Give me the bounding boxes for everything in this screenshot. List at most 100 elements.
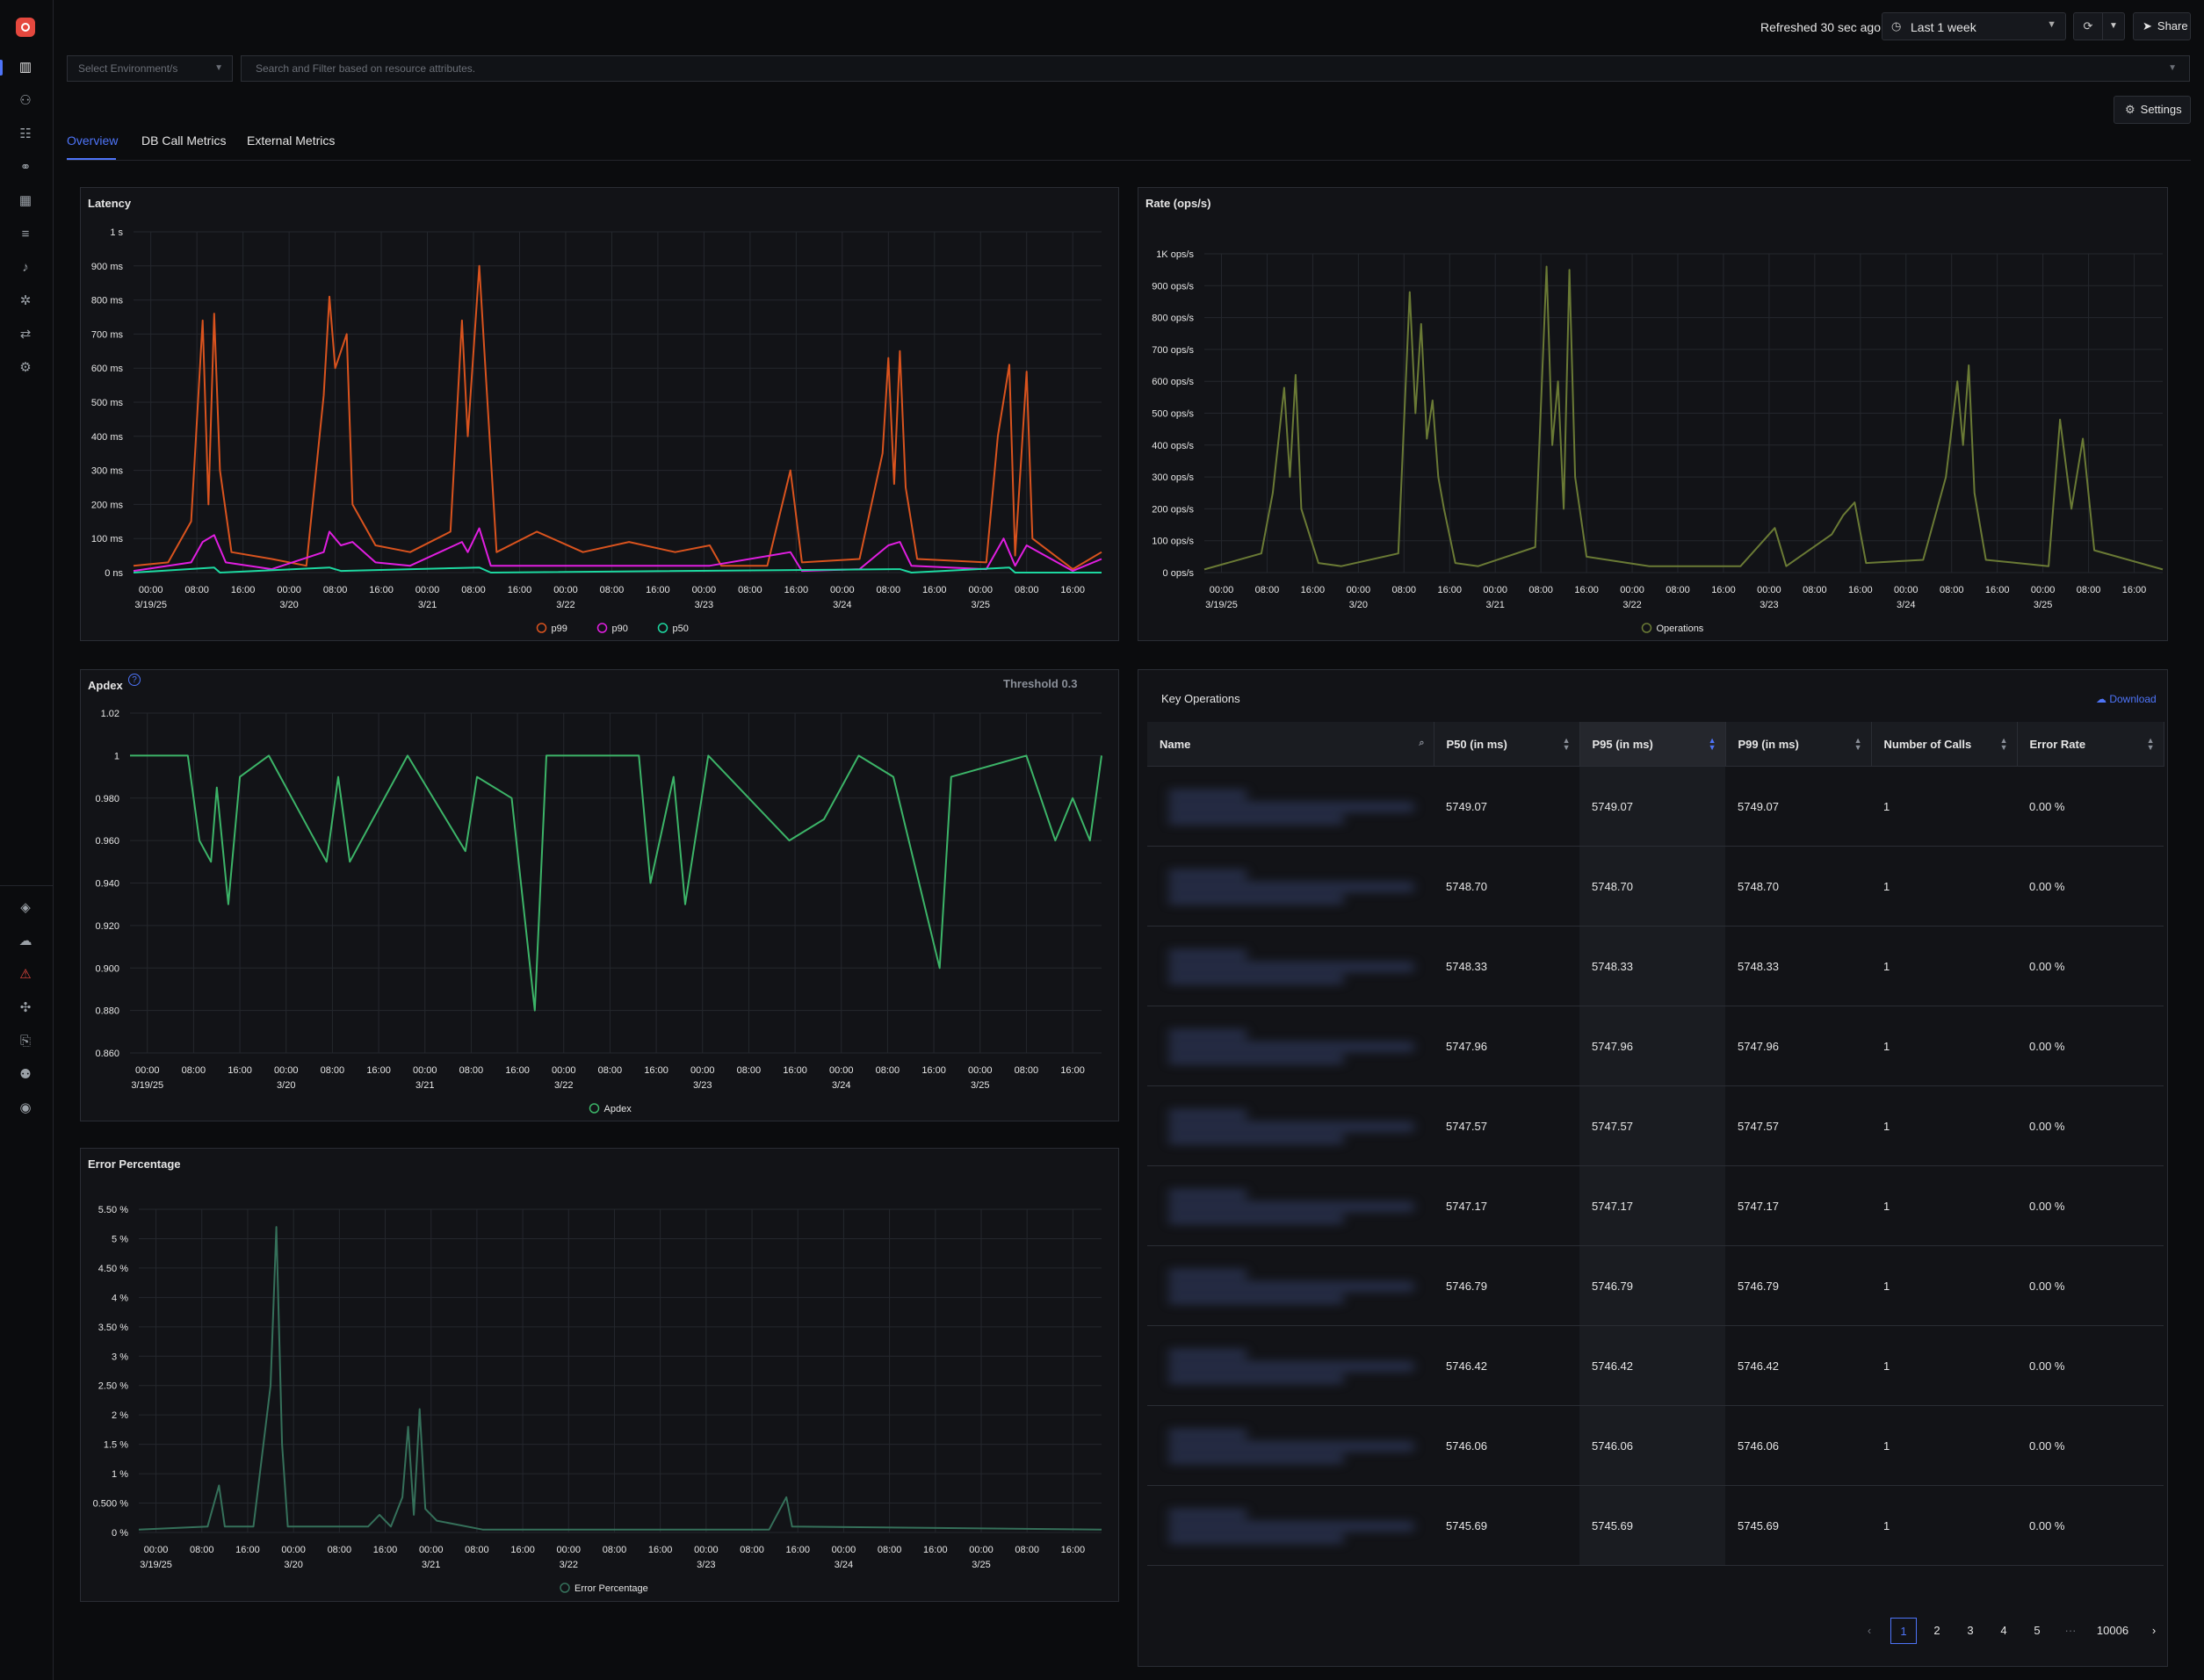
table-row[interactable]: 5747.96 5747.96 5747.96 1 0.00 % — [1147, 1006, 2164, 1086]
tab-db-call-metrics[interactable]: DB Call Metrics — [141, 133, 227, 148]
operation-name-cell[interactable] — [1147, 1006, 1434, 1086]
table-row[interactable]: 5746.42 5746.42 5746.42 1 0.00 % — [1147, 1325, 2164, 1406]
dashboard-icon[interactable]: ▦ — [18, 193, 33, 208]
traces-icon[interactable]: ⚭ — [19, 160, 32, 175]
warning-icon[interactable]: ⚠ — [19, 967, 32, 982]
page-1-button[interactable]: 1 — [1890, 1618, 1917, 1644]
legend-marker[interactable] — [1641, 623, 1652, 633]
page-3-button[interactable]: 3 — [1967, 1624, 1974, 1637]
legend-marker[interactable] — [589, 1103, 600, 1114]
legend-label[interactable]: p90 — [612, 624, 628, 634]
table-row[interactable]: 5748.33 5748.33 5748.33 1 0.00 % — [1147, 926, 2164, 1006]
next-page-button[interactable]: › — [2151, 1624, 2157, 1637]
operation-name-cell[interactable] — [1147, 1325, 1434, 1406]
col-number-of-calls[interactable]: Number of Calls ▲ ▼ — [1871, 722, 2018, 767]
table-row[interactable]: 5747.17 5747.17 5747.17 1 0.00 % — [1147, 1165, 2164, 1246]
operation-name-cell[interactable] — [1147, 766, 1434, 847]
page-5-button[interactable]: 5 — [2034, 1624, 2041, 1637]
user-plus-icon[interactable]: ⚉ — [19, 1067, 32, 1082]
col-p99-label: P99 (in ms) — [1738, 737, 1799, 751]
page-4-button[interactable]: 4 — [2000, 1624, 2007, 1637]
y-tick-label: 200 ops/s — [1152, 504, 1194, 515]
page-last-button[interactable]: 10006 — [2096, 1624, 2129, 1637]
col-name[interactable]: Name ⌕ — [1147, 722, 1434, 767]
legend-label[interactable]: Operations — [1657, 624, 1704, 634]
settings-gear-icon[interactable]: ⚙ — [19, 360, 32, 375]
x-tick-label: 08:00 — [1015, 1545, 1039, 1555]
col-p95[interactable]: P95 (in ms) ▲ ▼ — [1579, 722, 1726, 767]
prev-page-button[interactable]: ‹ — [1867, 1624, 1872, 1637]
table-row[interactable]: 5748.70 5748.70 5748.70 1 0.00 % — [1147, 846, 2164, 927]
pagination-ellipsis[interactable]: ··· — [2064, 1624, 2077, 1637]
tab-overview[interactable]: Overview — [67, 133, 119, 148]
download-link[interactable]: ☁ Download — [2096, 693, 2157, 705]
share-button[interactable]: ➤ Share — [2133, 12, 2191, 40]
legend-marker[interactable] — [560, 1583, 570, 1593]
p99-cell: 5749.07 — [1725, 766, 1871, 847]
table-row[interactable]: 5746.06 5746.06 5746.06 1 0.00 % — [1147, 1405, 2164, 1486]
x-tick-label: 16:00 — [1060, 1065, 1085, 1076]
operation-name-cell[interactable] — [1147, 846, 1434, 927]
refresh-interval-dropdown[interactable]: ▼ — [2102, 12, 2125, 40]
col-p99[interactable]: P99 (in ms) ▲ ▼ — [1725, 722, 1872, 767]
bar-chart-icon[interactable]: ▥ — [18, 60, 33, 75]
cloud-icon[interactable]: ☁ — [18, 934, 33, 948]
bug-icon[interactable]: ✲ — [19, 293, 32, 308]
legend-label[interactable]: p50 — [673, 624, 689, 634]
error-rate-cell: 0.00 % — [2017, 1485, 2164, 1566]
x-date-label: 3/23 — [697, 1560, 715, 1570]
x-tick-label: 16:00 — [921, 1065, 946, 1076]
x-tick-label: 16:00 — [1301, 585, 1326, 595]
list-icon[interactable]: ≡ — [21, 227, 30, 242]
pipelines-icon[interactable]: ⇄ — [19, 327, 32, 342]
x-tick-label: 16:00 — [235, 1545, 260, 1555]
x-tick-label: 16:00 — [785, 1545, 810, 1555]
operation-name-cell[interactable] — [1147, 1485, 1434, 1566]
app-logo[interactable] — [16, 18, 35, 37]
operation-name-cell[interactable] — [1147, 1165, 1434, 1246]
legend-marker[interactable] — [536, 623, 547, 633]
table-row[interactable]: 5747.57 5747.57 5747.57 1 0.00 % — [1147, 1085, 2164, 1166]
operation-name-cell[interactable] — [1147, 926, 1434, 1006]
x-tick-label: 16:00 — [648, 1545, 673, 1555]
resource-search-input[interactable]: Search and Filter based on resource attr… — [241, 55, 2190, 82]
col-p50[interactable]: P50 (in ms) ▲ ▼ — [1434, 722, 1580, 767]
legend-label[interactable]: Error Percentage — [574, 1583, 648, 1594]
settings-button[interactable]: ⚙ Settings — [2114, 96, 2191, 124]
legend-marker[interactable] — [596, 623, 608, 633]
sort-icon: ▲ ▼ — [1999, 736, 2008, 752]
x-tick-label: 16:00 — [923, 1545, 948, 1555]
account-circle-icon[interactable]: ◉ — [19, 1100, 32, 1115]
table-row[interactable]: 5749.07 5749.07 5749.07 1 0.00 % — [1147, 766, 2164, 847]
environment-select[interactable]: Select Environment/s ▼ — [67, 55, 233, 82]
refresh-button[interactable]: ⟳ — [2073, 12, 2103, 40]
operation-name-cell[interactable] — [1147, 1085, 1434, 1166]
y-tick-label: 900 ops/s — [1152, 281, 1194, 292]
help-icon[interactable]: ? — [128, 674, 141, 686]
operation-name-cell[interactable] — [1147, 1245, 1434, 1326]
operation-name-cell[interactable] — [1147, 1405, 1434, 1486]
table-row[interactable]: 5746.79 5746.79 5746.79 1 0.00 % — [1147, 1245, 2164, 1326]
col-error-rate[interactable]: Error Rate ▲ ▼ — [2017, 722, 2164, 767]
legend-marker[interactable] — [657, 623, 668, 633]
integrations-icon[interactable]: ✣ — [19, 1000, 32, 1015]
y-tick-label: 3.50 % — [98, 1323, 128, 1333]
logs-icon[interactable]: ☷ — [19, 126, 32, 141]
table-row[interactable]: 5745.69 5745.69 5745.69 1 0.00 % — [1147, 1485, 2164, 1566]
x-date-label: 3/22 — [1622, 600, 1641, 610]
page-2-button[interactable]: 2 — [1933, 1624, 1940, 1637]
rate-ops-s--chart: 0 ops/s 100 ops/s 200 ops/s 300 ops/s 400 op… — [1152, 249, 2164, 634]
y-tick-label: 300 ms — [91, 466, 124, 477]
legend-label[interactable]: p99 — [552, 624, 567, 634]
x-date-label: 3/20 — [284, 1560, 302, 1570]
receipt-icon[interactable]: ⎘ — [19, 1034, 31, 1049]
legend-label[interactable]: Apdex — [604, 1104, 632, 1114]
alert-bell-icon[interactable]: ♪ — [22, 260, 29, 275]
search-icon[interactable]: ⌕ — [1419, 738, 1425, 748]
x-tick-label: 00:00 — [139, 585, 163, 595]
user-icon[interactable]: ⚇ — [19, 93, 32, 108]
layers-icon[interactable]: ◈ — [20, 900, 31, 915]
tab-external-metrics[interactable]: External Metrics — [247, 133, 336, 148]
series-line-operations — [1203, 265, 2164, 571]
time-range-picker[interactable]: ◷ Last 1 week ▼ — [1882, 12, 2066, 40]
